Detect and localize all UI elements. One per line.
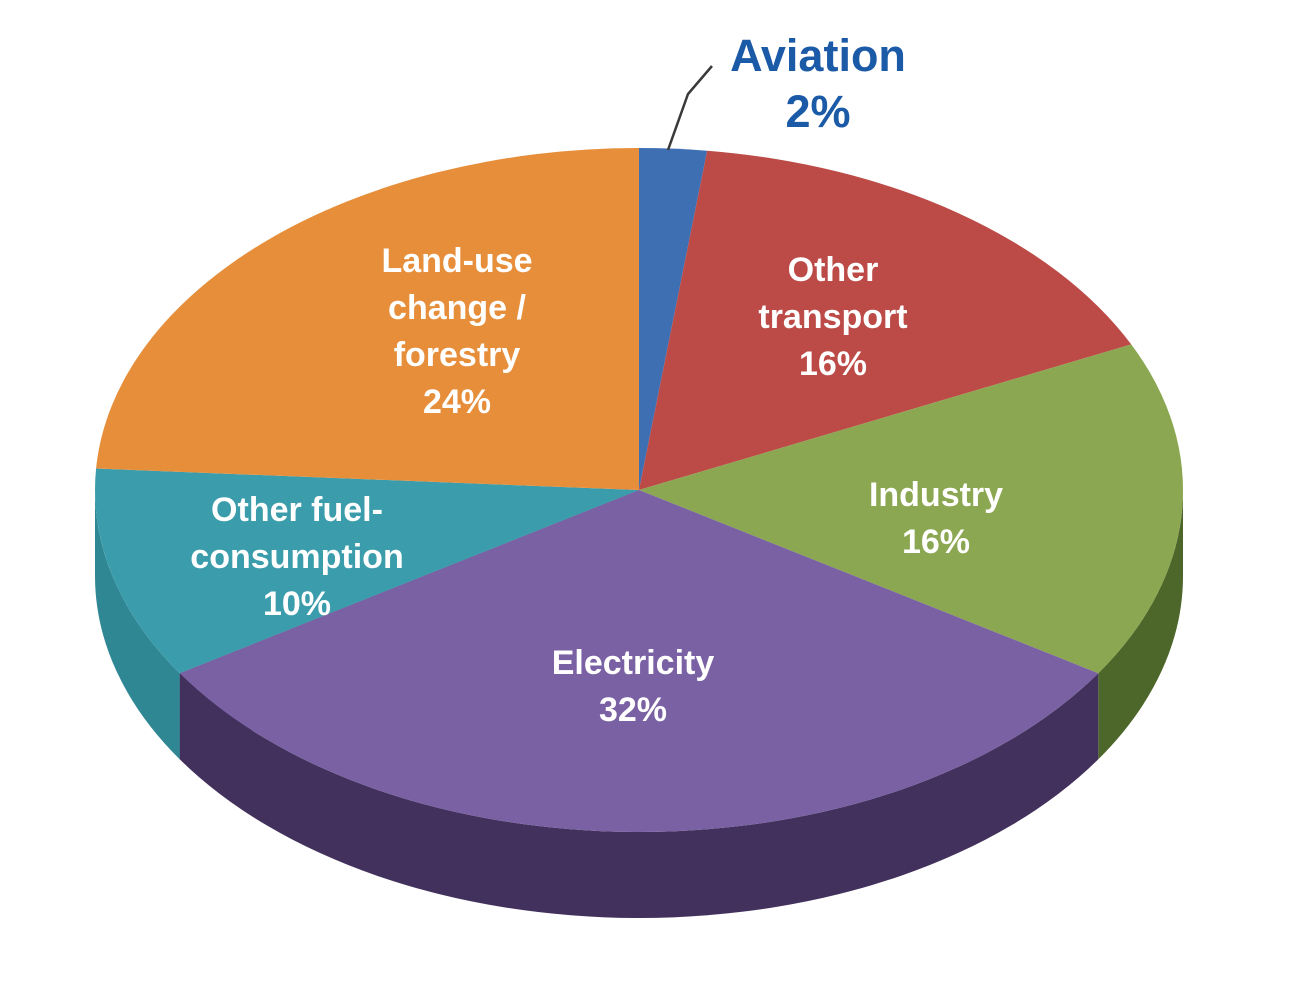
slice-other-fuel-consumption-side [95,490,180,760]
slice-industry-side [1098,490,1183,760]
slice-industry [639,344,1184,674]
aviation-callout-line [666,65,713,151]
slice-other-transport [639,150,1132,490]
slice-other-fuel-consumption [94,468,639,674]
slice-electricity [179,490,1099,832]
slice-land-use-change-forestry [96,148,639,490]
slice-electricity-side [179,673,1099,918]
slice-aviation [639,148,708,490]
